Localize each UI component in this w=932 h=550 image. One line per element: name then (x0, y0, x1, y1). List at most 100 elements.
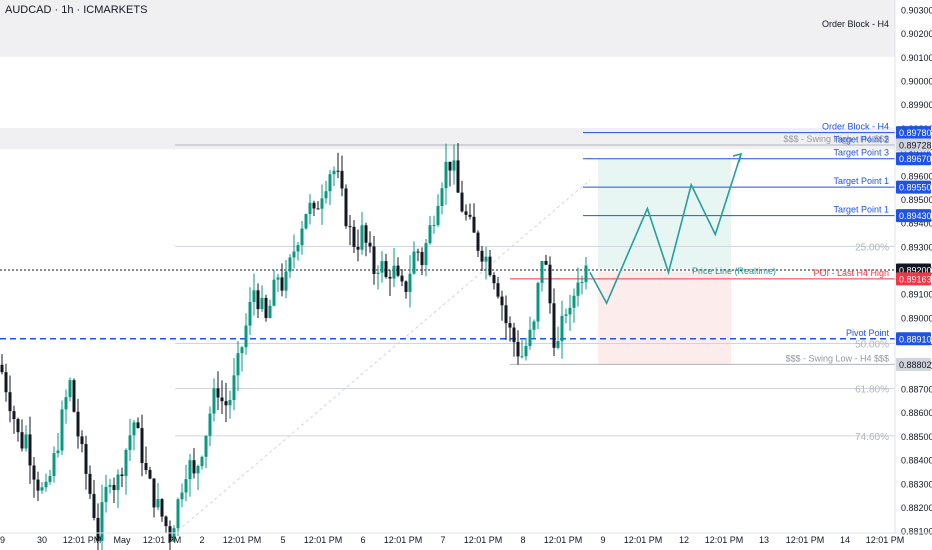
candle-body (360, 225, 364, 250)
candle-body (576, 282, 580, 296)
time-tick-7: 5 (280, 535, 285, 545)
candle-body (288, 257, 292, 272)
candle-body (468, 214, 472, 217)
candle-body (528, 329, 532, 346)
candle-body (424, 243, 428, 266)
price-tick-19: 0.88400 (901, 456, 932, 466)
candle-body (440, 188, 444, 207)
candle-body (492, 275, 496, 284)
candle-body (32, 465, 36, 480)
candle-body (340, 170, 344, 189)
candle-body (212, 388, 216, 414)
axis-label-8: 0.88802 (899, 360, 932, 370)
candle-body (80, 436, 84, 445)
candle-body (512, 327, 516, 342)
time-tick-13: 8 (520, 535, 525, 545)
candle-body (436, 206, 440, 226)
candle-body (584, 265, 588, 283)
price-tick-0: 0.90300 (901, 5, 932, 15)
fib-label-1: 50.00% (855, 339, 889, 350)
candle-body (96, 517, 100, 541)
candle-body (368, 242, 372, 247)
candle-body (520, 356, 524, 358)
target-zone (598, 158, 731, 269)
candle-body (488, 256, 492, 276)
candle-body (260, 297, 264, 310)
time-tick-9: 6 (360, 535, 365, 545)
candle-body (36, 479, 40, 491)
candle-body (100, 502, 104, 541)
candle-body (328, 174, 332, 192)
axis-label-0: 0.89780 (899, 128, 932, 138)
candle-body (556, 341, 560, 348)
candle-body (280, 277, 284, 291)
candle-body (120, 474, 124, 476)
candle-body (24, 434, 28, 449)
price-tick-12: 0.89100 (901, 290, 932, 300)
candle-body (272, 279, 276, 306)
price-tick-4: 0.89900 (901, 100, 932, 110)
projection-arrow (732, 152, 743, 163)
axis-label-bg-3 (896, 180, 931, 194)
level-label-6: POI - Last H4 High (813, 268, 889, 278)
candle-body (392, 265, 396, 279)
candle-body (196, 466, 200, 474)
candle-body (408, 273, 412, 292)
price-tick-9: 0.89400 (901, 219, 932, 229)
fib-levels: 25.00% 50.00% 61.80% 74.60% (175, 179, 895, 532)
axis-label-bg-7 (896, 332, 931, 346)
candle-body (88, 473, 92, 494)
candle-body (236, 353, 240, 376)
price-tick-2: 0.90100 (901, 53, 932, 63)
candle-body (400, 275, 404, 282)
candle-body (164, 516, 168, 527)
candle-body (504, 305, 508, 324)
candle-body (40, 487, 44, 491)
price-levels: Order Block - H4 $$$ - Swing High - H4 $$… (0, 122, 895, 365)
level-label-8: $$$ - Swing Low - H4 $$$ (785, 353, 889, 363)
candle-body (116, 474, 120, 491)
candle-body (204, 435, 208, 457)
time-axis[interactable]: 29 30 12:01 PM May 12:01 PM 2 12:01 PM 5 12:01 P… (0, 532, 932, 545)
candle-body (316, 208, 320, 210)
axis-label-bg-6 (896, 272, 931, 286)
candle-body (128, 435, 132, 450)
target-point-2-label: Target Point 2 (833, 135, 889, 145)
candle-body (140, 428, 144, 464)
symbol-title: AUDCAD · 1h · ICMARKETS (5, 4, 148, 16)
candle-body (548, 264, 552, 304)
candle-body (252, 290, 256, 303)
candle-body (432, 225, 436, 227)
candle-body (276, 277, 280, 280)
time-tick-11: 7 (440, 535, 445, 545)
candle-body (448, 161, 452, 171)
level-label-2: Target Point 3 (833, 148, 889, 158)
candle-body (296, 245, 300, 252)
time-tick-1: 30 (37, 535, 47, 545)
candle-body (552, 303, 556, 348)
axis-label-3: 0.89550 (899, 183, 932, 193)
candle-body (132, 422, 136, 436)
candle-body (192, 460, 196, 474)
time-tick-2: 12:01 PM (63, 535, 102, 545)
candle-body (200, 456, 204, 467)
candle-body (72, 380, 76, 412)
level-label-3: Target Point 1 (833, 176, 889, 186)
candle-body (108, 485, 112, 487)
time-tick-6: 12:01 PM (223, 535, 262, 545)
time-tick-15: 9 (600, 535, 605, 545)
axis-label-1: 0.89728 (899, 140, 932, 150)
price-tick-8: 0.89500 (901, 195, 932, 205)
candle-body (300, 228, 304, 246)
order-block-zone-lower (0, 127, 895, 150)
candle-body (524, 345, 528, 357)
candle-body (0, 364, 4, 373)
candle-body (104, 486, 108, 503)
axis-price-labels: 0.89780 0.89728 0.89670 0.89550 0.89430 0.892… (896, 126, 932, 371)
axis-label-5: 0.89200 (899, 266, 932, 276)
level-label-0: Order Block - H4 (822, 122, 889, 132)
candle-body (560, 315, 564, 342)
price-tick-3: 0.90000 (901, 77, 932, 87)
